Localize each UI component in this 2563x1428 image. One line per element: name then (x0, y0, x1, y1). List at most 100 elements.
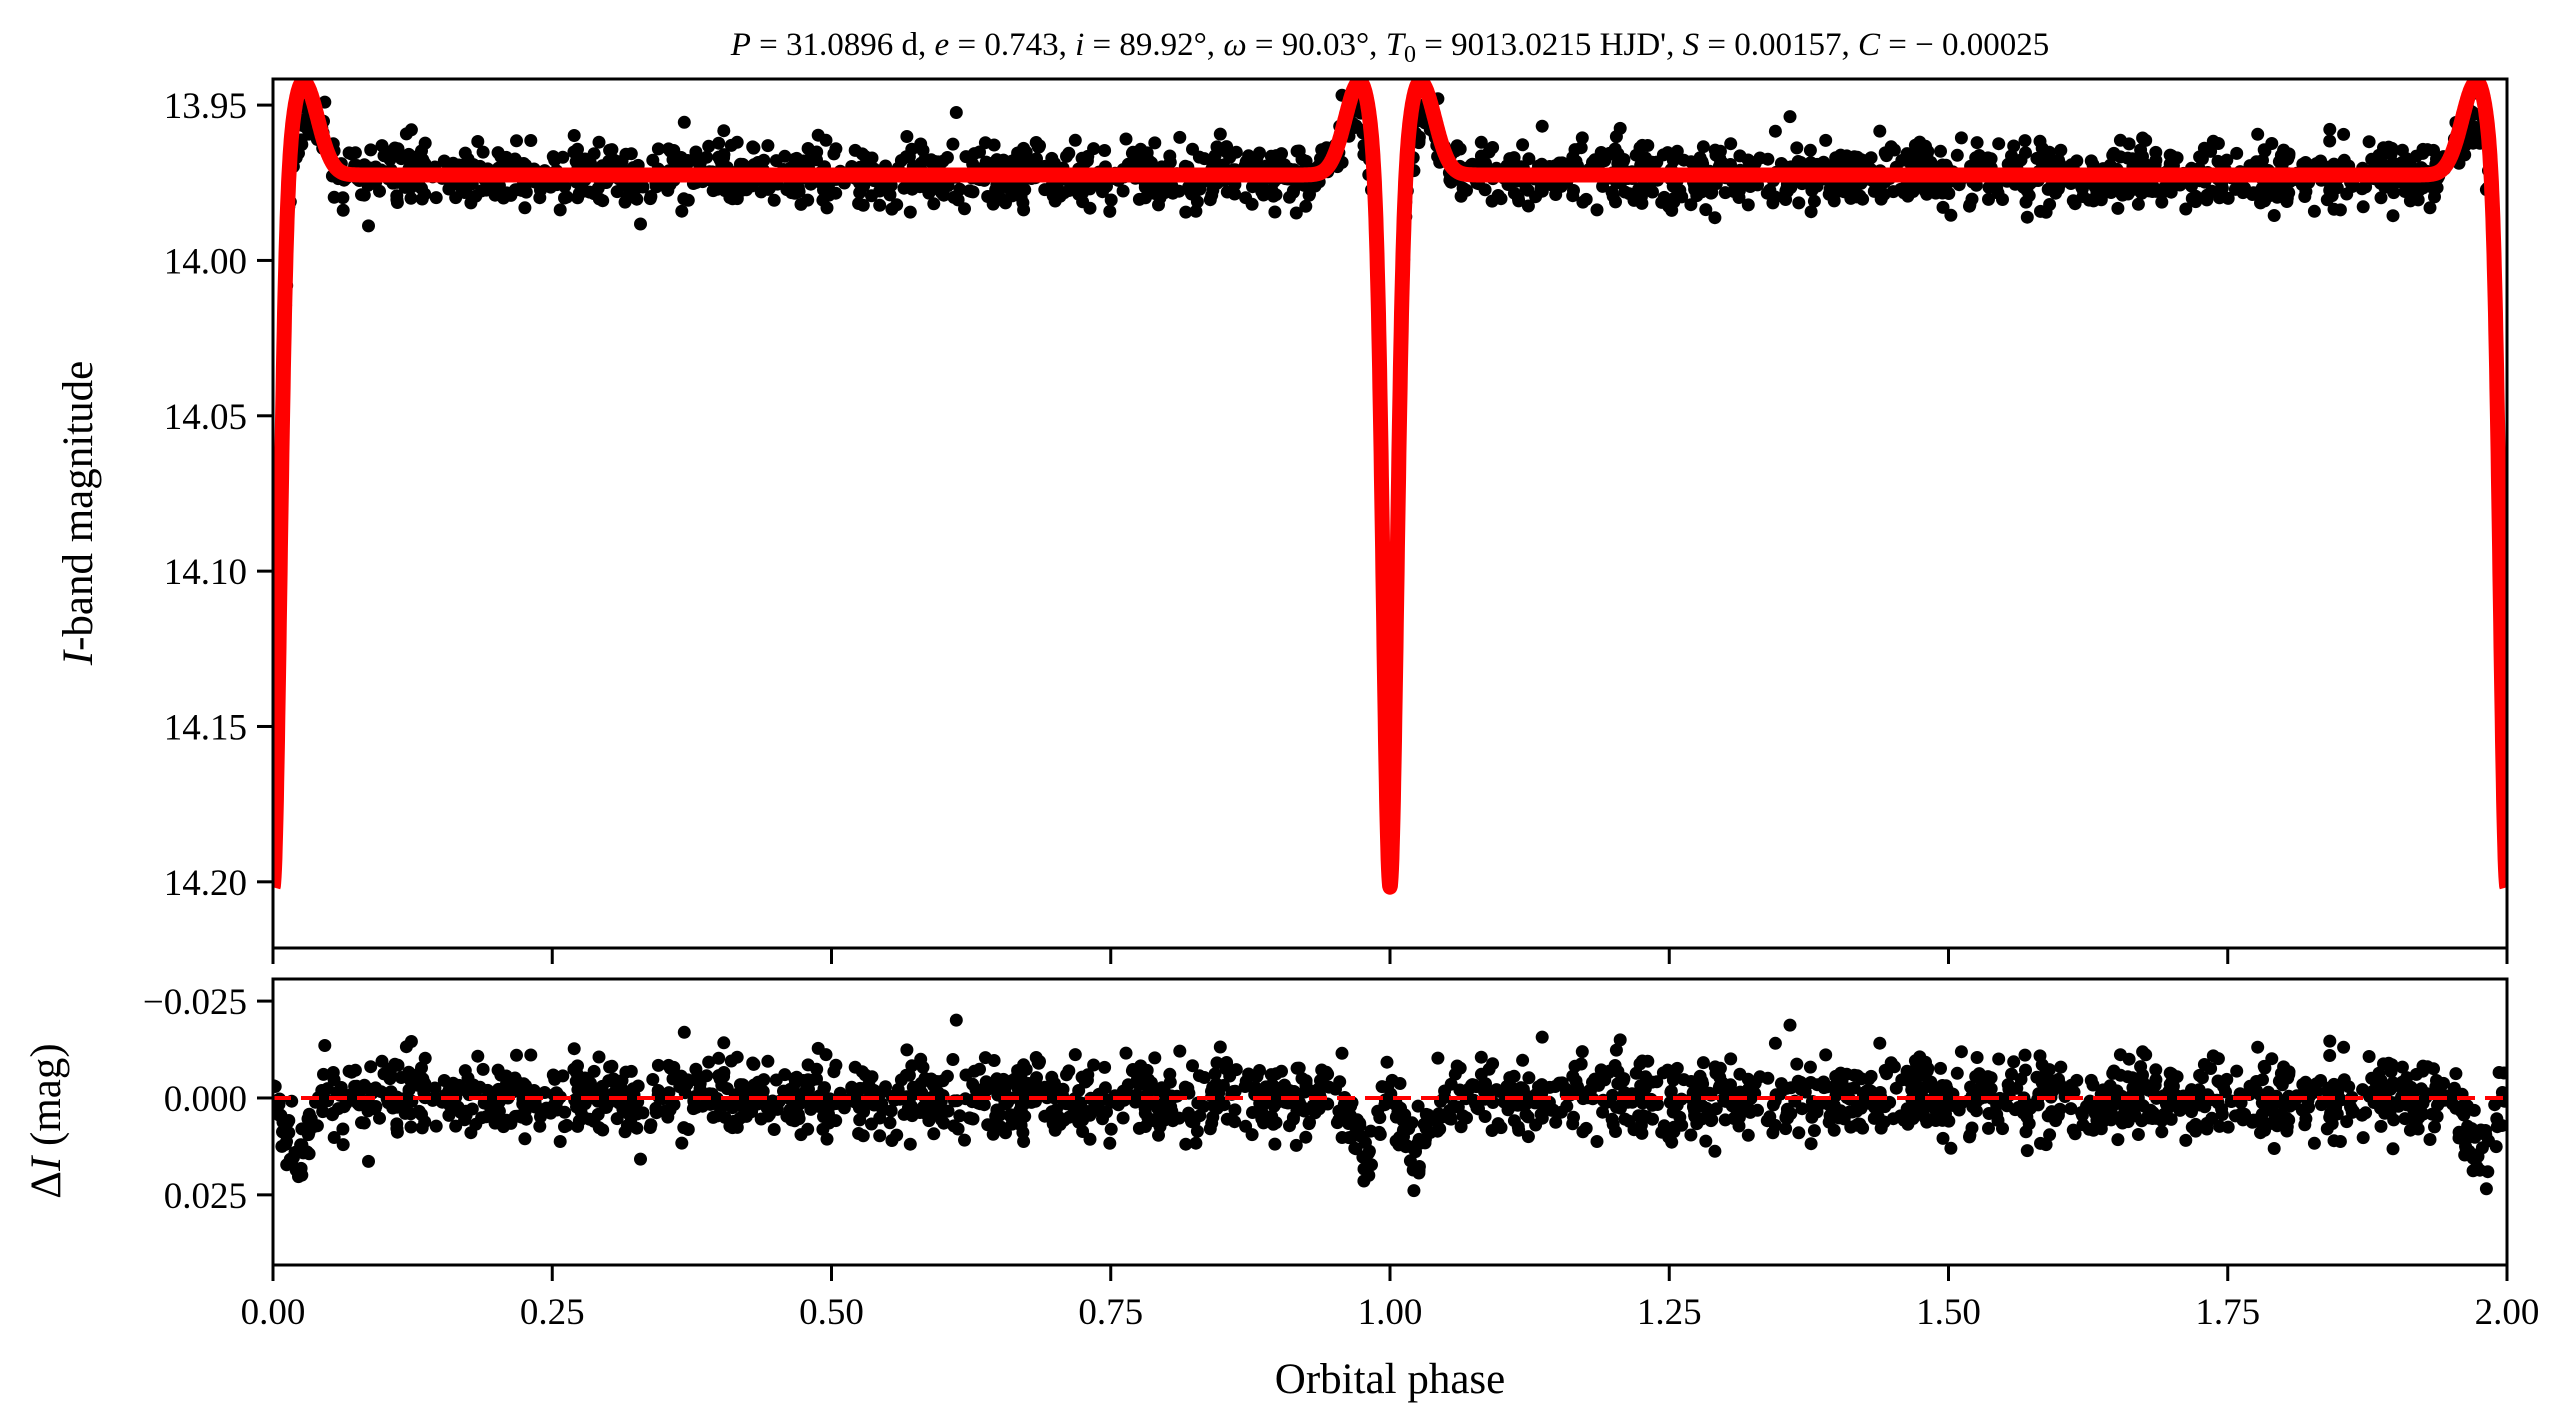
observation-point (610, 185, 624, 199)
observation-point (634, 217, 647, 231)
residual-point (415, 1061, 428, 1075)
observation-point (1087, 142, 1101, 156)
y-tick-label: 14.15 (164, 707, 247, 748)
observation-point (1010, 183, 1024, 197)
residual-point (2192, 1083, 2206, 1097)
observation-point (1732, 184, 1746, 198)
residual-point (1442, 1104, 1456, 1118)
observation-point (712, 136, 726, 150)
residual-point (1303, 1115, 1316, 1129)
title-segment: = − 0.00025 (1880, 27, 2049, 63)
observation-point (524, 134, 538, 147)
observation-point (1929, 186, 1943, 200)
observation-point (1535, 119, 1549, 133)
observation-point (987, 138, 1001, 152)
observation-point (2121, 187, 2135, 201)
residual-point (1823, 1109, 1837, 1123)
residual-point (761, 1054, 775, 1068)
residual-point (1016, 1126, 1030, 1139)
observation-point (677, 192, 691, 206)
residual-point (2490, 1120, 2504, 1134)
residual-point (2045, 1105, 2059, 1119)
residual-point (1617, 1072, 1631, 1086)
residual-point (1371, 1104, 1385, 1118)
residual-point (853, 1113, 867, 1127)
observation-point (1172, 184, 1186, 198)
residual-point (1803, 1060, 1817, 1074)
observation-point (2075, 182, 2089, 196)
observation-point (958, 202, 971, 216)
observation-point (2387, 186, 2401, 200)
residual-point (812, 1099, 826, 1113)
observation-point (1708, 211, 1722, 225)
observation-point (2136, 150, 2149, 163)
observation-point (746, 140, 760, 154)
residual-point (717, 1036, 731, 1050)
residual-point (1138, 1106, 1152, 1120)
residual-point (967, 1064, 981, 1078)
observation-point (1144, 156, 1158, 170)
x-axis-label: Orbital phase (1275, 1356, 1505, 1403)
residual-point (334, 1081, 348, 1094)
observation-point (855, 147, 869, 161)
residual-point (449, 1119, 463, 1133)
residual-point (1017, 1058, 1031, 1072)
residual-point (1098, 1060, 1112, 1074)
residual-point (2233, 1108, 2247, 1121)
residual-point (958, 1133, 971, 1147)
observation-point (1075, 151, 1089, 165)
observation-point (853, 186, 867, 200)
x-tick-label: 0.75 (1078, 1292, 1143, 1333)
residual-point (1579, 1121, 1593, 1135)
observation-point (890, 198, 904, 212)
residual-point (2356, 1131, 2370, 1145)
observation-point (651, 142, 665, 156)
residual-point (1163, 1067, 1177, 1081)
observation-point (2251, 127, 2265, 141)
residual-point (1203, 1122, 1217, 1136)
residual-point (1724, 1052, 1738, 1066)
observation-point (348, 146, 362, 160)
observation-point (1138, 180, 1152, 194)
observation-point (2267, 209, 2281, 222)
residual-point (1033, 1055, 1046, 1068)
residual-point (1210, 1101, 1224, 1115)
residual-point (946, 1053, 960, 1066)
observation-point (2355, 182, 2369, 196)
residual-point (1784, 1107, 1798, 1121)
residual-point (1868, 1098, 1882, 1112)
observation-point (1290, 144, 1304, 158)
residual-point (2295, 1103, 2309, 1117)
observation-point (1609, 130, 1623, 144)
residual-point (1394, 1101, 1407, 1115)
residual-point (2439, 1089, 2453, 1103)
y-tick-label: 13.95 (164, 86, 247, 127)
residual-point (1964, 1080, 1978, 1094)
observation-point (1804, 205, 1818, 219)
observation-point (794, 197, 808, 211)
residual-point (518, 1132, 532, 1146)
observation-point (1567, 184, 1580, 197)
observation-point (819, 133, 833, 147)
residual-point (677, 1025, 691, 1039)
residual-point (348, 1063, 362, 1077)
observation-point (2320, 193, 2334, 207)
observation-point (1068, 133, 1082, 147)
residual-point (1661, 1063, 1675, 1077)
residual-point (2280, 1111, 2294, 1125)
residual-point (1596, 1093, 1610, 1107)
residual-point (1950, 1066, 1964, 1080)
observation-point (1197, 152, 1211, 166)
residual-point (318, 1039, 332, 1052)
residual-point (1549, 1115, 1563, 1129)
residual-point (2489, 1140, 2503, 1154)
residual-point (631, 1079, 645, 1093)
residual-point (1913, 1081, 1927, 1095)
residual-point (1372, 1125, 1386, 1139)
observation-point (2340, 187, 2354, 201)
observation-point (2230, 146, 2244, 160)
residual-point (1929, 1114, 1943, 1127)
observation-point (1187, 187, 1201, 201)
residual-point (666, 1072, 680, 1086)
